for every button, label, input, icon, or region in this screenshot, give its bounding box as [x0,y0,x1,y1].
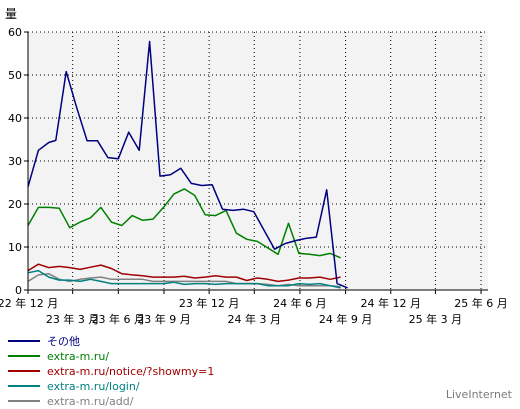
x-tick-label: 24 年 3 月 [228,312,282,326]
y-tick-label: 10 [8,241,22,254]
x-tick-label: 24 年 9 月 [319,312,373,326]
y-tick-label: 30 [8,155,22,168]
legend-item-notice: extra-m.ru/notice/?showmy=1 [8,364,214,379]
line-chart: 0 10 20 30 40 50 60 22 年 12 月 23 年 12 月 24 年 6 月 2… [0,7,508,326]
legend: その他 extra-m.ru/ extra-m.ru/notice/?showm… [8,334,214,409]
grid [27,31,488,290]
legend-label: extra-m.ru/add/ [47,395,134,408]
x-tick-label: 23 年 6 月 [92,312,146,326]
legend-label: その他 [47,335,80,348]
plot-area [28,32,488,290]
tick-labels: 0 10 20 30 40 50 60 22 年 12 月 23 年 12 月 24 年 6 月 2… [0,26,508,326]
x-tick-label: 23 年 12 月 [179,296,239,310]
legend-swatch [8,340,40,342]
legend-label: extra-m.ru/ [47,350,110,363]
series-line [27,263,341,283]
x-tick-label: 25 年 3 月 [409,312,463,326]
series-line [27,269,341,289]
y-tick-label: 20 [8,198,22,211]
y-tick-label: 50 [8,69,22,82]
legend-label: extra-m.ru/notice/?showmy=1 [47,365,215,378]
y-tick-label: 0 [15,284,22,297]
y-tick-label: 60 [8,26,22,39]
legend-swatch [8,370,40,372]
legend-item-add: extra-m.ru/add/ [8,394,214,409]
liveinternet-watermark: LiveInternet [445,388,512,401]
x-tick-label: 22 年 12 月 [0,296,58,310]
x-tick-label: 25 年 6 月 [454,296,508,310]
series-line [27,40,348,289]
series-line [27,188,341,259]
legend-swatch [8,385,40,387]
x-tick-label: 23 年 3 月 [46,312,100,326]
series-layer [27,40,348,289]
y-tick-label: 40 [8,112,22,125]
y-axis-label: 量 [5,7,17,21]
series-line [27,272,341,288]
legend-item-login: extra-m.ru/login/ [8,379,214,394]
legend-item-root: extra-m.ru/ [8,349,214,364]
legend-label: extra-m.ru/login/ [47,380,140,393]
x-tick-label: 23 年 9 月 [137,312,191,326]
legend-item-other: その他 [8,334,214,349]
legend-swatch [8,355,40,357]
x-tick-label: 24 年 6 月 [273,296,327,310]
legend-swatch [8,400,40,402]
x-tick-label: 24 年 12 月 [360,296,420,310]
